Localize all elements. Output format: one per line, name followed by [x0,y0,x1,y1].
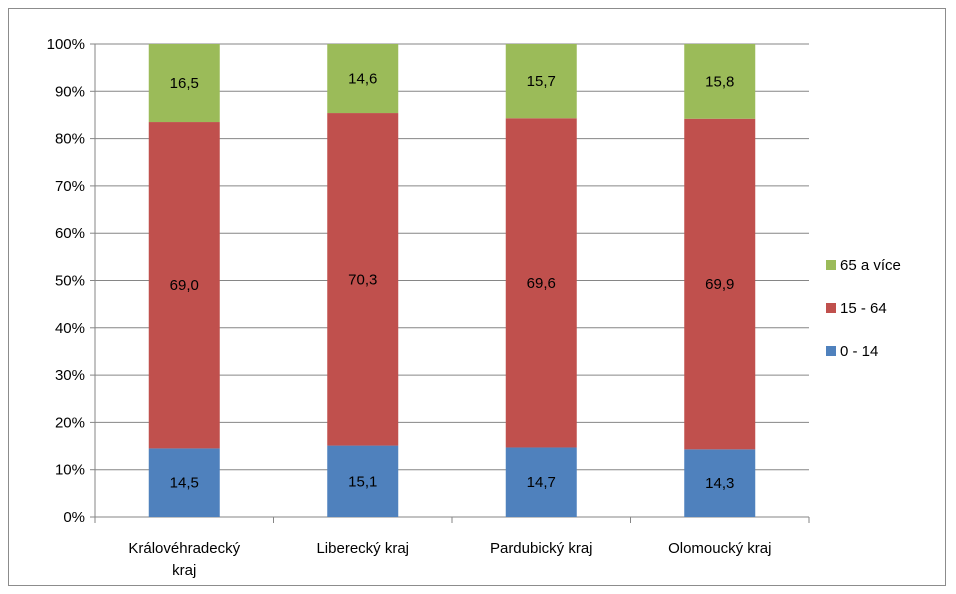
x-category-label: Pardubický kraj [490,540,593,557]
y-tick-label: 30% [55,367,85,384]
data-label: 14,7 [527,474,556,491]
bars [148,44,756,517]
data-label: 69,0 [170,277,199,294]
axes: 0% 10% 20% 30% 40% 50% 60% 70% 80% 90% 100% Králové… [47,36,810,579]
bar-segment [684,44,756,119]
data-label: 14,5 [170,475,199,492]
y-tick-label: 70% [55,178,85,195]
x-category-label: kraj [172,562,196,579]
legend-swatch [826,260,836,270]
x-category-label: Královéhradecký [128,540,240,557]
data-label: 15,7 [527,73,556,90]
legend-label: 0 - 14 [840,343,878,360]
bar-segment [148,448,220,517]
bar-segment [505,44,577,119]
y-tick-label: 100% [47,36,85,53]
data-label: 70,3 [348,271,377,288]
data-label: 69,9 [705,276,734,293]
bar-segment [327,113,399,446]
chart-frame [8,8,946,586]
data-label: 14,3 [705,475,734,492]
data-label: 16,5 [170,75,199,92]
bar-segment [327,44,399,114]
bar-segment [505,118,577,448]
bar-segment [148,44,220,123]
bar-segment [148,122,220,449]
data-label: 14,6 [348,71,377,88]
y-tick-label: 50% [55,273,85,290]
data-label: 69,6 [527,275,556,292]
data-label: 15,8 [705,73,734,90]
legend-label: 15 - 64 [840,300,887,317]
legend: 65 a více 15 - 64 0 - 14 [826,257,901,360]
y-tick-label: 60% [55,225,85,242]
legend-label: 65 a více [840,257,901,274]
data-label: 15,1 [348,473,377,490]
y-tick-label: 80% [55,131,85,148]
bar-segment [684,118,756,450]
y-tick-label: 10% [55,462,85,479]
y-tick-label: 0% [63,509,85,526]
y-tick-label: 90% [55,83,85,100]
x-category-label: Liberecký kraj [316,540,409,557]
data-labels: 14,5 69,0 16,5 15,1 70,3 14,6 14,7 69,6 15,7 14,3… [170,71,735,493]
legend-swatch [826,303,836,313]
bar-segment [505,447,577,517]
bar-segment [684,449,756,517]
x-category-label: Olomoucký kraj [668,540,771,557]
y-tick-label: 40% [55,320,85,337]
legend-swatch [826,346,836,356]
y-tick-label: 20% [55,414,85,431]
bar-segment [327,445,399,517]
